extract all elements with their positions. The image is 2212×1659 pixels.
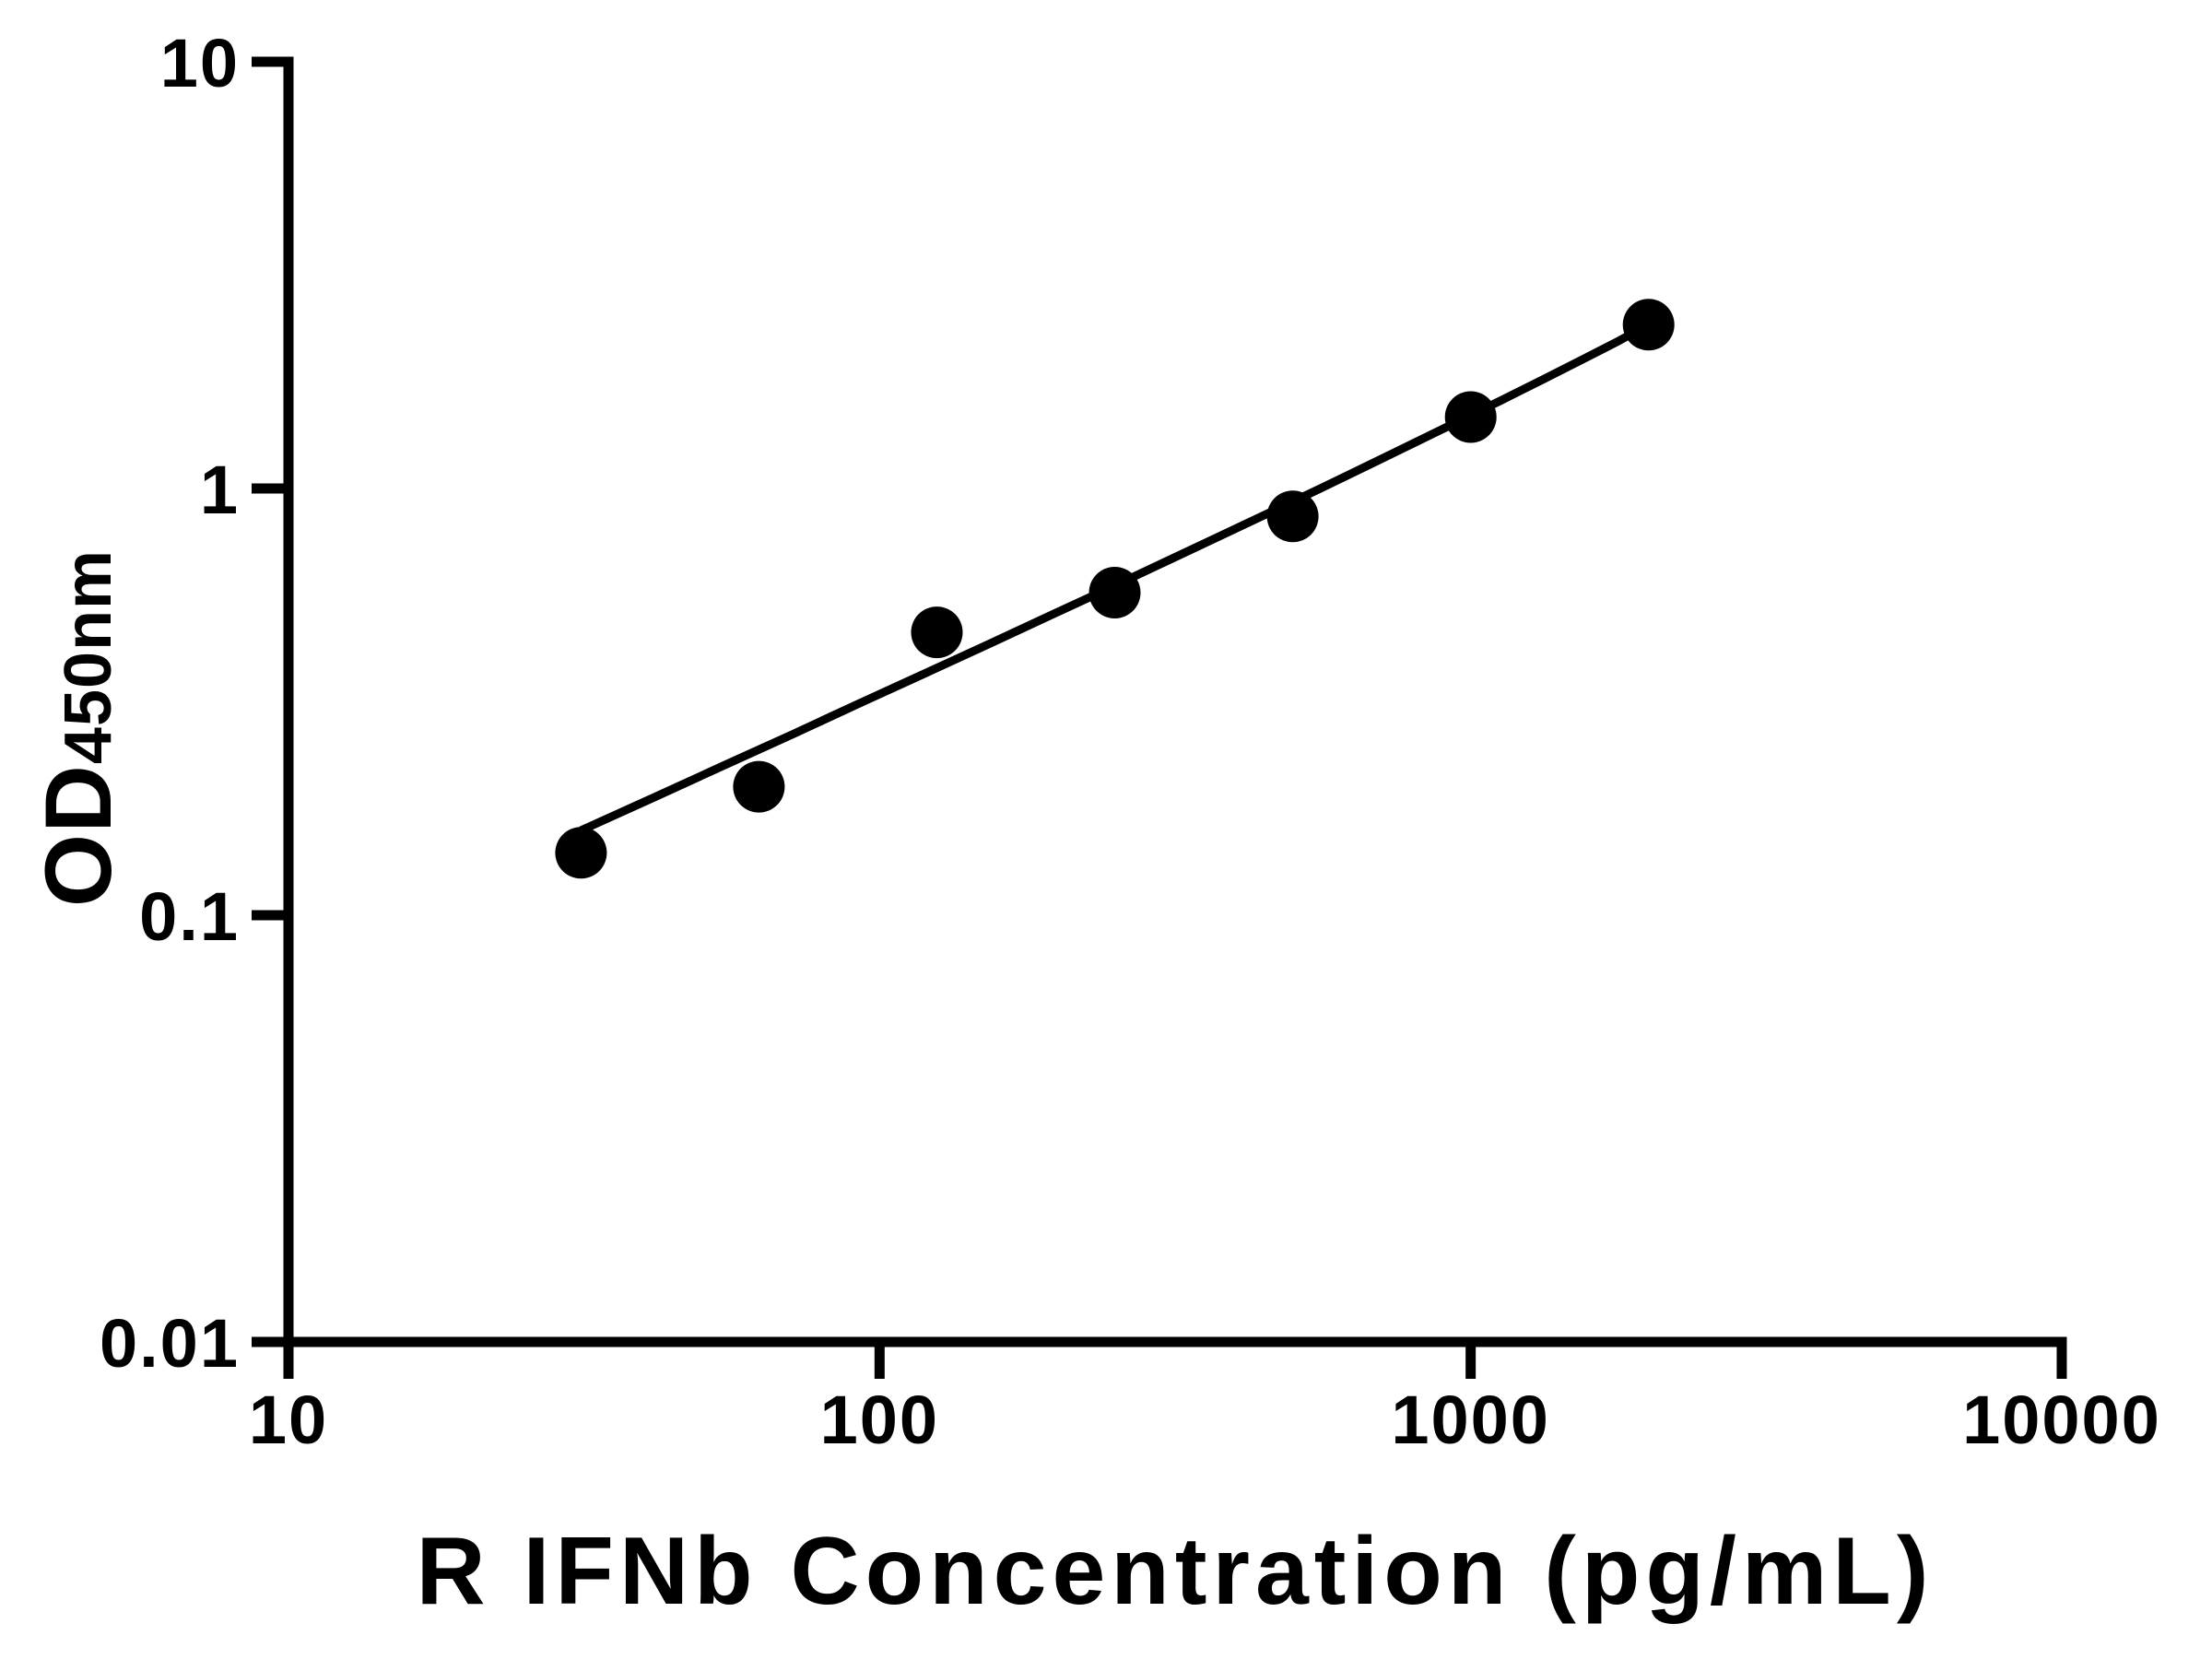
y-tick-label-0.1: 0.1: [139, 878, 240, 955]
data-point-2: [911, 606, 963, 659]
x-axis-title: R IFNb Concentration (pg/mL): [417, 1518, 1935, 1625]
x-tick-label-10: 10: [249, 1382, 328, 1458]
y-tick-labels: 0.01 0.1 1 10: [100, 25, 240, 1382]
y-axis-title-main: OD: [26, 764, 131, 907]
y-axis-title: OD450nm: [26, 549, 131, 907]
data-point-3: [1088, 567, 1141, 618]
x-tick-label-10000: 10000: [1962, 1382, 2161, 1458]
y-axis-title-subscript: 450nm: [52, 549, 125, 764]
y-tick-label-1: 1: [200, 452, 240, 528]
data-point-4: [1266, 490, 1319, 543]
data-point-1: [733, 760, 785, 813]
axis-spines: [283, 62, 2062, 1347]
x-tick-label-1000: 1000: [1391, 1382, 1550, 1458]
data-point-0: [555, 827, 607, 879]
data-point-5: [1444, 391, 1497, 443]
x-tick-label-100: 100: [820, 1382, 939, 1458]
fit-line-group: [579, 321, 1651, 835]
x-tick-labels: 10 100 1000 10000: [249, 1382, 2161, 1458]
data-points-group: [555, 299, 1675, 879]
y-tick-label-10: 10: [160, 25, 240, 101]
data-point-6: [1622, 299, 1675, 351]
y-tick-label-0.01: 0.01: [100, 1305, 240, 1382]
axes: [252, 56, 2067, 1379]
fit-curve-line: [579, 321, 1651, 835]
